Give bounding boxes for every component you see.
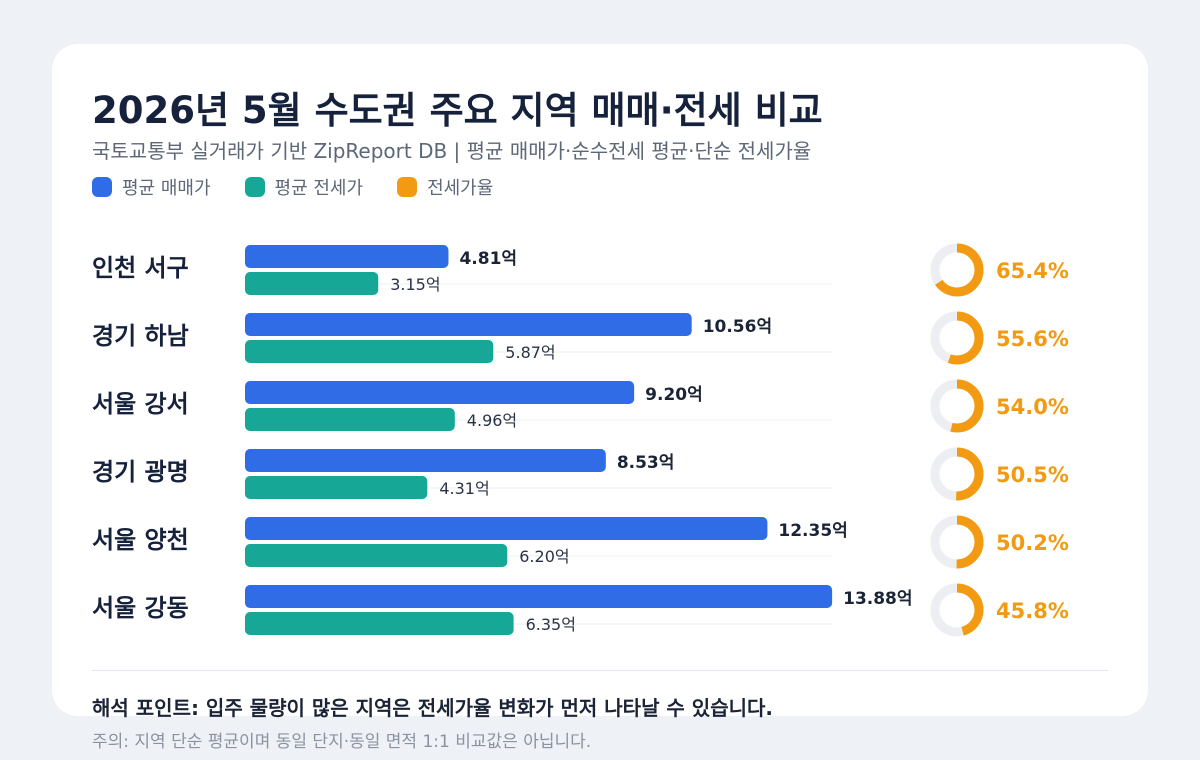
- legend-item-sale: 평균 매매가: [92, 174, 211, 200]
- bar-sale: [245, 313, 692, 336]
- ratio-ring-arc: [930, 447, 984, 501]
- data-label-ratio: 50.5%: [996, 463, 1069, 487]
- ratio-ring-arc: [930, 379, 984, 433]
- data-label-jeonse: 6.20억: [519, 547, 569, 566]
- data-label-jeonse: 4.31억: [439, 479, 489, 498]
- legend-item-ratio: 전세가율: [397, 174, 493, 200]
- bar-sale: [245, 585, 833, 608]
- ratio-ring-arc: [930, 243, 984, 297]
- data-label-sale: 8.53억: [617, 453, 675, 473]
- insight-text: 해석 포인트: 입주 물량이 많은 지역은 전세가율 변화가 먼저 나타날 수 …: [92, 696, 773, 720]
- footer-divider: [92, 670, 1108, 671]
- chart-title: 2026년 5월 수도권 주요 지역 매매·전세 비교: [92, 89, 823, 132]
- data-label-sale: 13.88억: [843, 589, 912, 609]
- note-text: 주의: 지역 단순 평균이며 동일 단지·동일 면적 1:1 비교값은 아닙니다…: [92, 732, 592, 752]
- legend-swatch-ratio: [397, 177, 418, 197]
- bar-jeonse: [245, 612, 514, 635]
- bar-jeonse: [245, 544, 508, 567]
- ratio-ring-arc: [930, 515, 984, 569]
- data-label-jeonse: 6.35억: [526, 615, 576, 634]
- category-label: 인천 서구: [92, 254, 189, 282]
- data-label-jeonse: 3.15억: [390, 275, 440, 294]
- bar-jeonse: [245, 476, 428, 499]
- data-label-sale: 9.20억: [645, 385, 703, 405]
- legend-swatch-jeonse: [244, 177, 265, 197]
- bar-jeonse: [245, 272, 379, 295]
- bar-sale: [245, 381, 635, 404]
- data-label-ratio: 55.6%: [996, 327, 1069, 351]
- legend-swatch-sale: [92, 177, 112, 197]
- data-label-sale: 12.35억: [778, 521, 847, 541]
- ratio-ring-arc: [930, 583, 984, 637]
- category-label: 서울 강서: [92, 390, 189, 418]
- bar-jeonse: [245, 340, 494, 363]
- data-label-ratio: 54.0%: [996, 395, 1069, 419]
- legend-label-sale: 평균 매매가: [122, 178, 211, 199]
- category-label: 서울 강동: [92, 594, 189, 622]
- category-label: 경기 하남: [92, 322, 189, 350]
- data-label-ratio: 65.4%: [996, 259, 1069, 283]
- bar-sale: [245, 245, 449, 268]
- data-label-sale: 10.56억: [703, 317, 772, 337]
- legend-label-ratio: 전세가율: [427, 178, 494, 199]
- bar-sale: [245, 517, 768, 540]
- data-label-ratio: 50.2%: [996, 531, 1069, 555]
- data-label-sale: 4.81억: [459, 249, 517, 269]
- legend-label-jeonse: 평균 전세가: [274, 178, 364, 199]
- bar-jeonse: [245, 408, 455, 431]
- data-label-jeonse: 4.96억: [467, 411, 517, 430]
- bar-sale: [245, 449, 606, 472]
- legend-item-jeonse: 평균 전세가: [244, 174, 364, 200]
- bar-chart: 인천 서구 4.81억 3.15억 65.4% 경기 하남 10.56억 5.87억 55.6…: [92, 243, 1069, 637]
- category-label: 경기 광명: [92, 458, 189, 486]
- category-label: 서울 양천: [92, 526, 189, 554]
- data-label-jeonse: 5.87억: [505, 343, 555, 362]
- data-label-ratio: 45.8%: [996, 599, 1069, 623]
- chart-subtitle: 국토교통부 실거래가 기반 ZipReport DB | 평균 매매가·순수전세…: [92, 139, 812, 163]
- legend: 평균 매매가 평균 전세가 전세가율: [92, 174, 527, 200]
- ratio-ring-arc: [930, 311, 984, 365]
